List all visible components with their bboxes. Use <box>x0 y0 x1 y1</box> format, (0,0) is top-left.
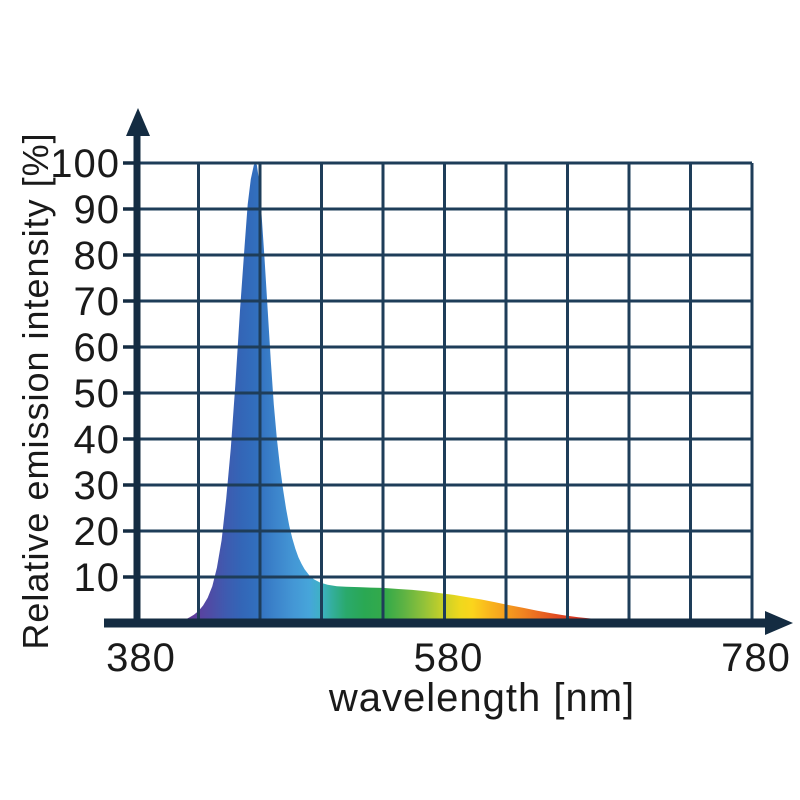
y-tick-label: 60 <box>73 326 120 370</box>
y-tick-label: 40 <box>73 418 120 462</box>
axes <box>104 108 793 635</box>
y-tick-label: 100 <box>50 142 120 186</box>
grid-lines <box>135 161 754 623</box>
x-tick-label: 780 <box>721 636 791 680</box>
y-tick-label: 10 <box>73 556 120 600</box>
y-tick-label: 20 <box>73 510 120 554</box>
y-axis-ticks <box>123 161 137 579</box>
x-axis-title: wavelength [nm] <box>328 676 636 720</box>
x-tick-label: 380 <box>106 636 176 680</box>
x-tick-label: 580 <box>413 636 484 680</box>
y-tick-label: 70 <box>73 280 120 324</box>
y-tick-label: 90 <box>73 188 120 232</box>
y-tick-label: 30 <box>73 464 120 508</box>
y-tick-label: 80 <box>73 234 120 278</box>
y-tick-label: 50 <box>73 372 120 416</box>
